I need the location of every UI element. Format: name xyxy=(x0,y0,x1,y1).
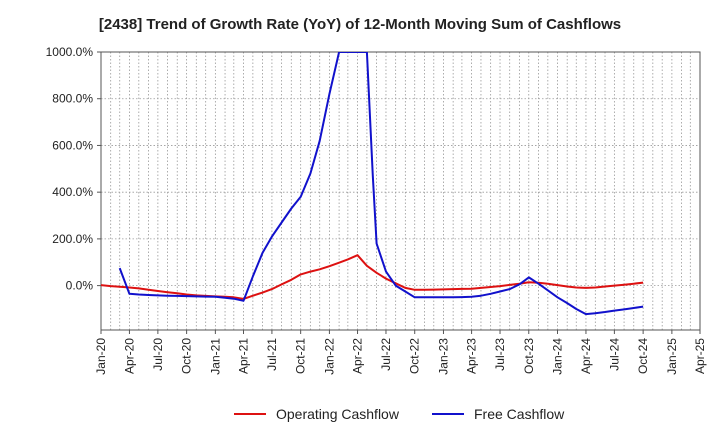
x-tick-label: Jul-22 xyxy=(379,338,393,371)
x-tick-label: Apr-25 xyxy=(693,338,707,374)
plot-frame xyxy=(100,51,701,331)
y-tick-label: 600.0% xyxy=(52,138,93,152)
x-tick-label: Jan-20 xyxy=(94,338,108,375)
legend-layer: Operating Cashflow Free Cashflow xyxy=(234,406,565,422)
grid-layer xyxy=(100,51,701,330)
x-tick-label: Apr-24 xyxy=(579,338,593,374)
x-tick-label: Jan-25 xyxy=(665,338,679,375)
legend-label-operating-cashflow: Operating Cashflow xyxy=(276,406,400,422)
y-tick-label: 800.0% xyxy=(52,92,93,106)
chart-title: [2438] Trend of Growth Rate (YoY) of 12-… xyxy=(98,16,622,33)
x-tick-label: Apr-20 xyxy=(122,338,136,374)
x-tick-label: Jul-24 xyxy=(607,338,621,371)
series-layer xyxy=(101,52,644,316)
x-tick-label: Jul-23 xyxy=(493,338,507,371)
x-tick-label: Jul-20 xyxy=(151,338,165,371)
x-tick-label: Oct-21 xyxy=(294,338,308,374)
y-tick-label: 400.0% xyxy=(52,185,93,199)
x-tick-label: Jan-21 xyxy=(208,338,222,375)
x-tick-label: Oct-23 xyxy=(522,338,536,374)
axis-layer: 0.0% 200.0% 400.0% 600.0% 800.0% 1000.0% Jan-2… xyxy=(46,45,707,375)
y-tick-label: 1000.0% xyxy=(46,45,94,59)
x-tick-label: Jan-24 xyxy=(551,338,565,375)
x-tick-label: Jul-21 xyxy=(265,338,279,371)
x-tick-label: Oct-20 xyxy=(180,338,194,374)
series-line-free-cashflow xyxy=(118,52,644,316)
x-tick-label: Oct-22 xyxy=(408,338,422,374)
x-tick-label: Oct-24 xyxy=(636,338,650,374)
series-line-operating-cashflow xyxy=(101,254,644,300)
x-tick-label: Jan-23 xyxy=(436,338,450,375)
x-tick-label: Apr-22 xyxy=(351,338,365,374)
y-tick-label: 200.0% xyxy=(52,232,93,246)
x-tick-label: Apr-23 xyxy=(465,338,479,374)
x-tick-label: Apr-21 xyxy=(236,338,250,374)
x-tick-label: Jan-22 xyxy=(322,338,336,375)
legend-label-free-cashflow: Free Cashflow xyxy=(474,406,565,422)
y-tick-label: 0.0% xyxy=(66,279,94,293)
plot-area xyxy=(101,52,700,330)
